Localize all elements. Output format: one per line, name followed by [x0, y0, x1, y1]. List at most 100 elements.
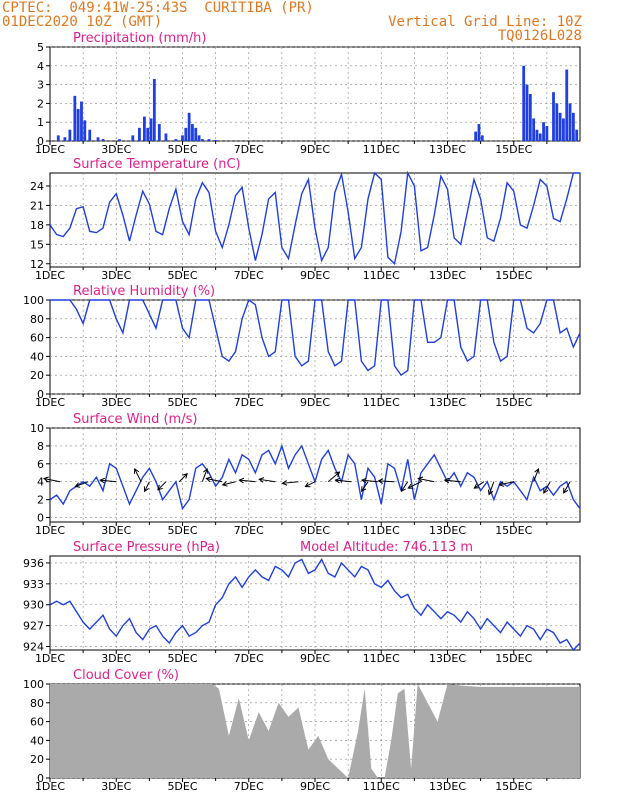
header-station: CPTEC: 049:41W-25:43S CURITIBA (PR): [2, 0, 314, 16]
precip-bar: [146, 127, 150, 141]
wind-arrowhead: [157, 484, 163, 491]
precip-bar: [214, 140, 218, 141]
wind-arrowhead: [361, 486, 367, 493]
precip-bar: [522, 65, 526, 141]
cloud-area: [50, 684, 580, 778]
wind-vector: [499, 481, 514, 486]
wind-arrowhead: [304, 482, 311, 488]
x-tick-label: 15DEC: [495, 396, 532, 409]
y-tick-label: 4: [37, 60, 44, 73]
x-tick-label: 3DEC: [101, 143, 131, 156]
x-tick-label: 9DEC: [300, 780, 330, 793]
x-tick-label: 5DEC: [167, 269, 197, 282]
precip-bar: [480, 135, 484, 141]
y-tick-label: 40: [30, 350, 44, 363]
x-tick-label: 15DEC: [495, 780, 532, 793]
y-tick-label: 100: [23, 678, 44, 691]
x-tick-label: 9DEC: [300, 269, 330, 282]
y-tick-label: 15: [30, 238, 44, 251]
wind-vector: [206, 478, 223, 483]
precip-bar: [538, 133, 542, 141]
wind-arrowhead: [143, 486, 149, 493]
wind-arrowhead: [238, 477, 245, 484]
wind-arrowhead: [543, 487, 549, 494]
precip-bar: [525, 84, 529, 141]
x-tick-label: 1DEC: [35, 524, 65, 537]
header-code: TQ0126L028: [497, 28, 582, 44]
wind-arrowhead: [400, 486, 407, 493]
y-tick-label: 20: [30, 753, 44, 766]
wind-arrowhead: [42, 476, 49, 483]
wind-arrowhead: [417, 476, 424, 483]
x-tick-label: 15DEC: [495, 652, 532, 665]
x-tick-label: 5DEC: [167, 524, 197, 537]
precip-bar: [552, 92, 555, 141]
y-tick-label: 80: [30, 313, 44, 326]
x-tick-label: 5DEC: [167, 652, 197, 665]
x-tick-label: 1DEC: [35, 269, 65, 282]
precip-bar: [200, 139, 204, 141]
x-tick-label: 1DEC: [35, 143, 65, 156]
wind-arrowhead: [473, 483, 480, 489]
x-tick-label: 3DEC: [101, 780, 131, 793]
x-tick-label: 11DEC: [363, 780, 400, 793]
x-tick-label: 9DEC: [300, 143, 330, 156]
precip-bar: [68, 129, 72, 141]
x-tick-label: 7DEC: [234, 143, 264, 156]
precip-bar: [565, 69, 569, 141]
precip-bar: [96, 137, 100, 141]
wind-vector: [335, 479, 352, 483]
precip-bar: [532, 118, 536, 141]
x-tick-label: 5DEC: [167, 396, 197, 409]
x-tick-label: 3DEC: [101, 396, 131, 409]
wind-vector: [259, 478, 276, 483]
wind-arrowhead: [360, 477, 367, 484]
x-tick-label: 13DEC: [429, 396, 466, 409]
x-tick-label: 3DEC: [101, 269, 131, 282]
precip-bar: [535, 129, 539, 141]
precip-bar: [138, 127, 141, 141]
wind-arrowhead: [377, 478, 384, 484]
x-tick-label: 15DEC: [495, 524, 532, 537]
precip-bar: [73, 95, 77, 141]
precip-bar: [191, 124, 194, 141]
y-tick-label: 100: [23, 294, 44, 307]
x-tick-label: 9DEC: [300, 396, 330, 409]
header-date: 01DEC2020 10Z (GMT): [2, 14, 163, 30]
wind-arrowhead: [281, 480, 288, 486]
y-tick-label: 21: [30, 199, 44, 212]
y-tick-label: 1: [37, 116, 44, 129]
precip-bar: [76, 109, 80, 141]
y-tick-label: 2: [37, 494, 44, 507]
x-tick-label: 7DEC: [234, 269, 264, 282]
precip-bar: [558, 112, 562, 141]
wind-arrowhead: [407, 483, 414, 489]
x-tick-label: 13DEC: [429, 143, 466, 156]
x-tick-label: 3DEC: [101, 652, 131, 665]
x-tick-label: 7DEC: [234, 780, 264, 793]
precip-bar: [571, 112, 575, 141]
panel-title: Surface Pressure (hPa): [73, 540, 220, 555]
wind-arrowhead: [563, 487, 569, 494]
wind-vector: [157, 481, 167, 491]
x-tick-label: 11DEC: [363, 396, 400, 409]
precip-bar: [477, 124, 481, 141]
precip-bar: [101, 139, 105, 141]
wind-arrowhead: [221, 481, 228, 487]
wind-vector: [239, 479, 256, 483]
wind-arrowhead: [334, 477, 341, 484]
x-tick-label: 7DEC: [234, 524, 264, 537]
header-grid-note: Vertical Grid Line: 10Z: [388, 14, 582, 30]
wind-vector: [75, 481, 89, 487]
wind-arrowhead: [182, 472, 188, 479]
x-tick-label: 9DEC: [300, 524, 330, 537]
precip-bar: [164, 133, 168, 141]
wind-arrowhead: [74, 482, 81, 488]
panel-note: Model Altitude: 746.113 m: [300, 540, 473, 555]
wind-vector: [418, 478, 435, 483]
wind-vector: [305, 481, 316, 487]
wind-vector: [361, 481, 369, 492]
wind-vector: [378, 480, 395, 483]
x-tick-label: 1DEC: [35, 396, 65, 409]
